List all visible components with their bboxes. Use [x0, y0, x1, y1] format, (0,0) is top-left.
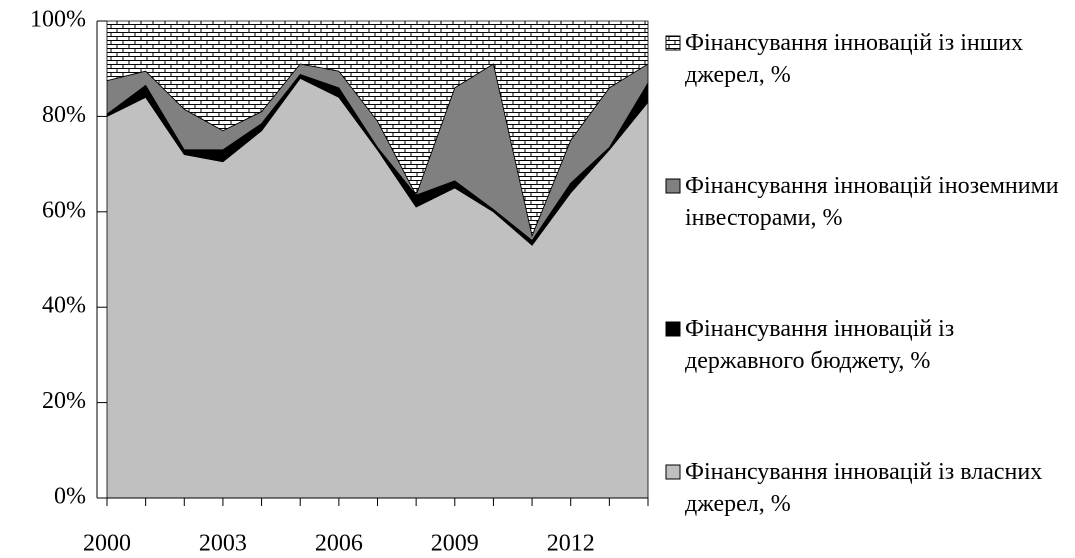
legend-swatch: [665, 321, 681, 337]
legend-label: Фінансування інновацій із власних джерел…: [685, 459, 1043, 517]
legend-swatch: [665, 464, 681, 480]
x-tick-label: 2009: [431, 531, 479, 557]
y-tick-label: 40%: [42, 293, 86, 319]
y-tick-label: 20%: [42, 388, 86, 414]
legend-label: Фінансування інновацій іноземними інвест…: [685, 173, 1059, 231]
y-tick-label: 80%: [42, 102, 86, 128]
x-tick-label: 2003: [199, 531, 247, 557]
legend-swatch: [665, 35, 681, 51]
legend-label: Фінансування інновацій із державного бюд…: [685, 316, 955, 374]
x-tick-label: 2000: [83, 531, 131, 557]
y-tick-label: 0%: [54, 484, 86, 510]
y-tick-label: 100%: [30, 7, 86, 33]
x-tick-label: 2006: [315, 531, 363, 557]
y-tick-label: 60%: [42, 197, 86, 223]
area: [106, 20, 649, 237]
legend-label: Фінансування інновацій із інших джерел, …: [685, 30, 1024, 88]
x-tick-label: 2012: [547, 531, 595, 557]
legend-swatch: [665, 178, 681, 194]
